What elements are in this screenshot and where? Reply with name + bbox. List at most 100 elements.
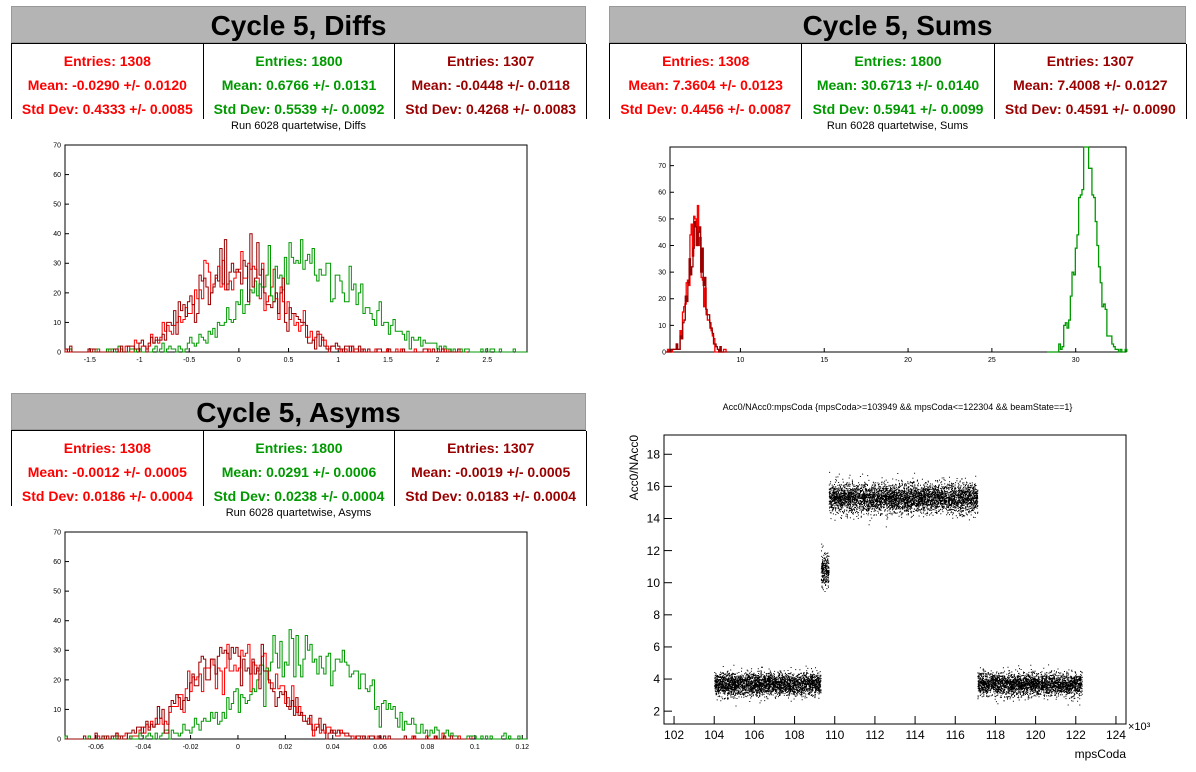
sums-subtitle: Run 6028 quartetwise, Sums (826, 120, 969, 132)
asyms-ytick-label: 70 (53, 529, 61, 536)
asyms-xtick-label: 0.08 (421, 744, 435, 751)
asyms-xtick-label: 0.02 (279, 744, 293, 751)
asyms-title: Cycle 5, Asyms (11, 393, 586, 430)
asyms-mean-3: Mean: -0.0019 +/- 0.0005 (411, 464, 571, 480)
sums-series-1 (666, 204, 727, 353)
diffs-std-1: Std Dev: 0.4333 +/- 0.0085 (21, 101, 193, 117)
scatter-xtick-label: 118 (986, 728, 1005, 742)
asyms-series-2 (64, 629, 527, 740)
diffs-xtick-label: -1.5 (84, 357, 96, 364)
asyms-std-3: Std Dev: 0.0183 +/- 0.0004 (405, 488, 577, 504)
sums-ytick-label: 50 (658, 216, 666, 223)
sums-std-1: Std Dev: 0.4456 +/- 0.0087 (620, 101, 792, 117)
scatter-ytick-label: 18 (647, 447, 661, 461)
scatter-xtick-label: 120 (1026, 728, 1046, 742)
asyms-ytick-label: 30 (53, 648, 61, 655)
asyms-ytick-label: 50 (53, 589, 61, 596)
scatter-xtick-label: 124 (1106, 728, 1126, 742)
sums-ytick-label: 30 (658, 270, 666, 277)
diffs-stats: Entries: 1308 Mean: -0.0290 +/- 0.0120 S… (11, 43, 588, 119)
diffs-ytick-label: 50 (53, 202, 61, 209)
diffs-xtick-label: 2 (436, 357, 440, 364)
sums-ytick-label: 70 (658, 163, 666, 170)
scatter-x-exponent: ×10³ (1128, 721, 1151, 733)
diffs-mean-3: Mean: -0.0448 +/- 0.0118 (411, 77, 570, 93)
asyms-stat-box-2: Entries: 1800 Mean: 0.0291 +/- 0.0006 St… (202, 431, 396, 506)
diffs-xtick-label: 2.5 (482, 357, 492, 364)
scatter-ytick-label: 8 (653, 608, 660, 622)
diffs-ytick-label: 40 (53, 231, 61, 238)
diffs-entries-3: Entries: 1307 (447, 53, 535, 69)
diffs-ytick-label: 10 (53, 320, 61, 327)
sums-entries-1: Entries: 1308 (662, 53, 750, 69)
sums-stats: Entries: 1308 Mean: 7.3604 +/- 0.0123 St… (609, 43, 1187, 119)
diffs-series-2 (68, 239, 527, 353)
sums-xtick-label: 20 (904, 357, 912, 364)
diffs-xtick-label: 1 (336, 357, 340, 364)
sums-ytick-label: 20 (658, 296, 666, 303)
asyms-histogram: -0.06 -0.04 -0.02 0 0.02 0.04 0.06 0.08 0.1 0.12 0… (53, 529, 529, 751)
asyms-std-2: Std Dev: 0.0238 +/- 0.0004 (213, 488, 385, 504)
sums-ytick-label: 40 (658, 243, 666, 250)
asyms-mean-1: Mean: -0.0012 +/- 0.0005 (27, 464, 187, 480)
asyms-xtick-label: 0.1 (470, 744, 480, 751)
diffs-xtick-label: 0 (237, 357, 241, 364)
diffs-mean-1: Mean: -0.0290 +/- 0.0120 (27, 77, 187, 93)
scatter-ytick-label: 12 (647, 544, 661, 558)
scatter-cluster-2 (820, 543, 830, 592)
diffs-entries-1: Entries: 1308 (63, 53, 151, 69)
asyms-xtick-label: 0 (236, 744, 240, 751)
sums-entries-3: Entries: 1307 (1046, 53, 1134, 69)
asyms-ytick-label: 20 (53, 677, 61, 684)
diffs-ytick-label: 0 (57, 349, 61, 356)
asyms-frame (64, 531, 528, 740)
sums-entries-2: Entries: 1800 (854, 53, 942, 69)
sums-xtick-label: 25 (988, 357, 996, 364)
asyms-xtick-label: -0.04 (135, 744, 151, 751)
asyms-ytick-label: 40 (53, 618, 61, 625)
scatter-xtick-label: 122 (1066, 728, 1086, 742)
scatter-xtick-label: 110 (825, 728, 844, 742)
asyms-series-3 (65, 643, 467, 740)
scatter-xtick-label: 114 (906, 728, 925, 742)
sums-ytick-label: 10 (658, 323, 666, 330)
asyms-entries-2: Entries: 1800 (255, 440, 343, 456)
scatter-plot: 102 104 106 108 110 112 114 116 118 120 122 124 2 4 6 8… (627, 434, 1151, 761)
sums-stat-box-2: Entries: 1800 Mean: 30.6713 +/- 0.0140 S… (801, 44, 995, 119)
sums-series-2 (1047, 146, 1128, 353)
diffs-xtick-label: -1 (136, 357, 142, 364)
diffs-entries-2: Entries: 1800 (255, 53, 343, 69)
scatter-cluster-1 (714, 664, 822, 707)
diffs-std-3: Std Dev: 0.4268 +/- 0.0083 (405, 101, 577, 117)
diffs-xtick-label: 1.5 (383, 357, 393, 364)
asyms-xtick-label: -0.02 (183, 744, 199, 751)
asyms-series-1 (64, 643, 473, 740)
scatter-points (714, 471, 1083, 707)
asyms-stat-box-1: Entries: 1308 Mean: -0.0012 +/- 0.0005 S… (11, 431, 204, 506)
asyms-std-1: Std Dev: 0.0186 +/- 0.0004 (21, 488, 193, 504)
asyms-ytick-label: 0 (57, 736, 61, 743)
scatter-ytick-label: 2 (653, 704, 660, 718)
diffs-xtick-label: -0.5 (183, 357, 195, 364)
scatter-xlabel: mpsCoda (1075, 747, 1127, 761)
diffs-title: Cycle 5, Diffs (11, 6, 586, 43)
diffs-histogram: -1.5 -1 -0.5 0 0.5 1 1.5 2 2.5 0 10 20 30 40 50 60 70 (53, 142, 528, 364)
scatter-title: Acc0/NAcc0:mpsCoda {mpsCoda>=103949 && m… (722, 402, 1073, 412)
sums-xtick-label: 15 (820, 357, 828, 364)
diffs-ytick-label: 70 (53, 142, 61, 149)
scatter-cluster-4 (977, 664, 1083, 706)
scatter-ylabel: Acc0/NAcc0 (627, 435, 641, 501)
asyms-xtick-label: 0.04 (326, 744, 340, 751)
sums-mean-3: Mean: 7.4008 +/- 0.0127 (1013, 77, 1168, 93)
scatter-xtick-label: 104 (704, 728, 724, 742)
diffs-stat-box-1: Entries: 1308 Mean: -0.0290 +/- 0.0120 S… (11, 44, 204, 119)
scatter-ytick-label: 16 (647, 480, 661, 494)
scatter-ytick-label: 6 (653, 640, 660, 654)
diffs-xtick-label: 0.5 (284, 357, 294, 364)
asyms-xtick-label: 0.06 (373, 744, 387, 751)
scatter-xtick-label: 116 (946, 728, 965, 742)
diffs-stat-box-3: Entries: 1307 Mean: -0.0448 +/- 0.0118 S… (394, 44, 588, 119)
sums-std-3: Std Dev: 0.4591 +/- 0.0090 (1004, 101, 1176, 117)
diffs-frame (64, 144, 528, 353)
asyms-ytick-label: 60 (53, 559, 61, 566)
